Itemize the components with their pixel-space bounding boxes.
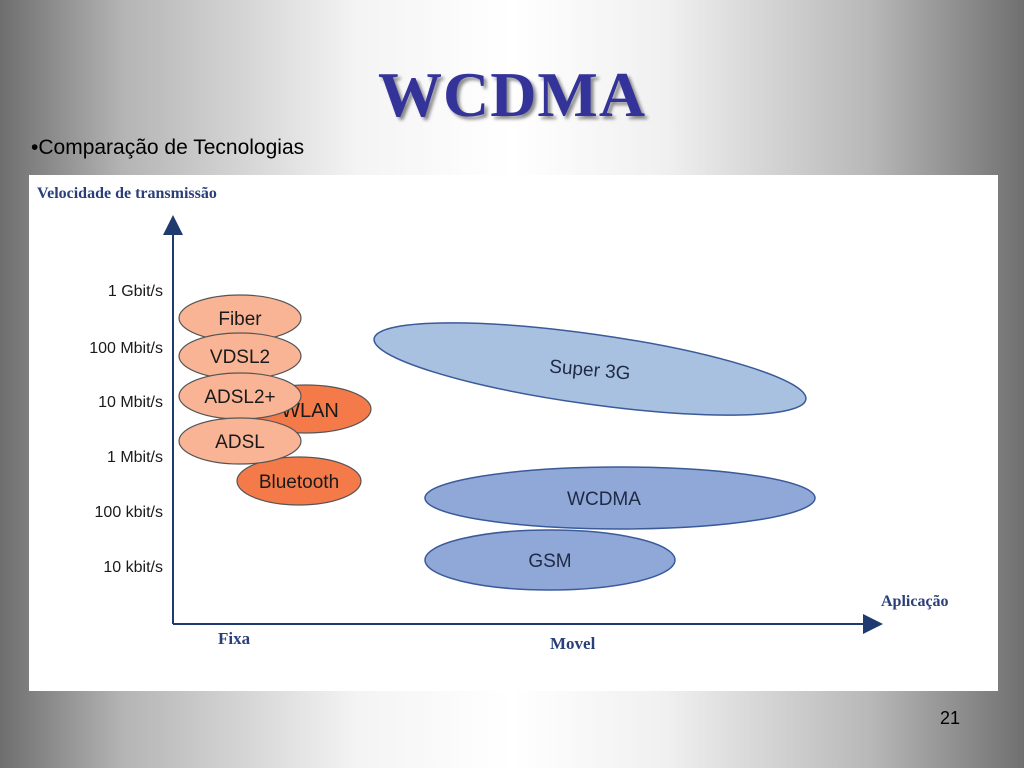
x-category-movel: Movel [550,634,596,653]
slide-subtitle: •Comparação de Tecnologias [31,136,305,159]
speed-label: 100 kbit/s [95,504,163,521]
speed-label: 10 Mbit/s [98,394,163,411]
adsl2plus-bubble: ADSL2+ [178,372,302,420]
super3g-bubble: Super 3G [373,322,807,416]
vdsl2-bubble: VDSL2 [178,332,302,380]
vdsl2-label: VDSL2 [210,347,270,368]
diagram-canvas: Velocidade de transmissão Aplicação Fixa… [37,185,949,653]
fiber-bubble: Fiber [178,294,302,342]
speed-labels: 1 Gbit/s 100 Mbit/s 10 Mbit/s 1 Mbit/s 1… [89,283,163,576]
fiber-label: Fiber [218,309,262,330]
page-number: 21 [939,708,960,728]
speed-label: 1 Mbit/s [107,449,163,466]
bluetooth-label: Bluetooth [259,472,339,493]
gsm-label: GSM [528,551,571,572]
adsl-label: ADSL [215,432,265,453]
x-axis-title: Aplicação [881,593,949,610]
speed-label: 100 Mbit/s [89,340,163,357]
slide-title: WCDMA [377,59,647,130]
x-category-fixa: Fixa [218,629,251,648]
bluetooth-bubble: Bluetooth [236,456,362,506]
speed-label: 10 kbit/s [103,559,163,576]
wcdma-label: WCDMA [567,489,641,510]
wcdma-bubble: WCDMA [424,466,816,530]
technology-comparison-diagram: Velocidade de transmissão Aplicação Fixa… [29,175,998,691]
adsl2plus-label: ADSL2+ [204,387,275,408]
adsl-bubble: ADSL [178,417,302,465]
speed-label: 1 Gbit/s [108,283,163,300]
y-axis-title: Velocidade de transmissão [37,185,217,202]
gsm-bubble: GSM [424,529,676,591]
